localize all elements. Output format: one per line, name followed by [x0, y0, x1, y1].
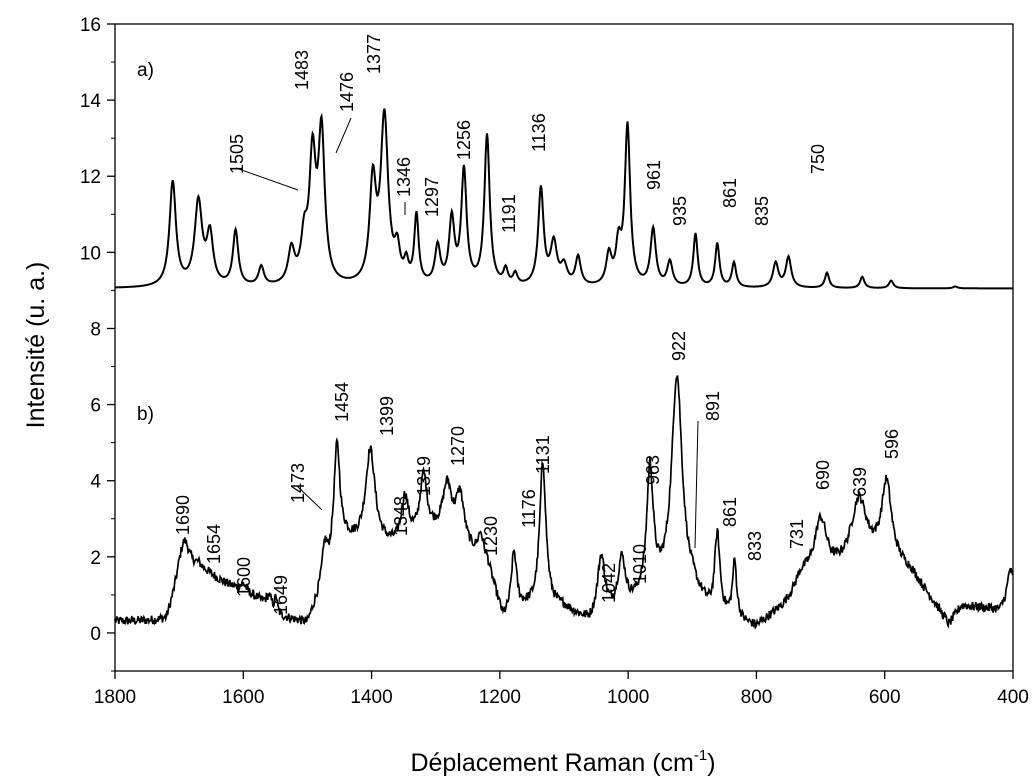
leader-1473 [296, 485, 323, 511]
x-tick-label: 1000 [607, 687, 649, 708]
spectrum-b-line [114, 375, 1014, 630]
peak-label-a: 1256 [454, 120, 474, 160]
x-axis-title: Déplacement Raman (cm-1) [410, 747, 715, 777]
x-tick-label: 1400 [350, 687, 392, 708]
peak-label-b: 1348 [391, 496, 411, 536]
peak-label-a: 935 [670, 196, 690, 226]
plot-area [114, 108, 1014, 630]
peak-label-b: 731 [787, 519, 807, 549]
y-tick-label: 12 [80, 167, 101, 188]
peak-label-a: 1136 [529, 113, 549, 152]
peak-label-b: 1230 [481, 516, 501, 556]
peak-label-b: 1473 [288, 463, 308, 503]
peak-label-a: 961 [644, 160, 664, 190]
x-tick-label: 600 [869, 687, 901, 708]
panel-label-b: b) [137, 404, 154, 425]
y-tick-label: 14 [80, 91, 102, 112]
peak-label-a: 750 [808, 144, 828, 174]
leader-1476 [335, 117, 352, 154]
peak-label-a: 1377 [364, 34, 384, 74]
peak-label-b: 1042 [599, 563, 619, 603]
peak-label-a: 1483 [292, 50, 312, 90]
peak-label-b: 861 [720, 497, 740, 527]
peak-label-b: 596 [882, 429, 902, 459]
panel-label-a: a) [137, 60, 154, 81]
axes: 0 2 4 6 8 10 12 14 16 1800 1600 1400 1200 1000 800 600 4… [80, 15, 1029, 708]
peak-label-a: 1476 [337, 72, 357, 112]
peak-label-b: 690 [813, 460, 833, 490]
y-tick-label: 10 [80, 243, 101, 264]
x-tick-label: 400 [997, 687, 1029, 708]
peak-label-a: 1191 [499, 194, 519, 233]
peak-label-b: 1176 [519, 489, 539, 528]
peak-label-b: 1690 [173, 495, 193, 535]
peak-label-b: 1010 [630, 544, 650, 584]
x-tick-label: 1200 [479, 687, 521, 708]
peak-label-b: 639 [850, 467, 870, 497]
leader-1505 [235, 167, 299, 191]
peak-label-b: 1319 [414, 456, 434, 496]
peak-labels: a) b) 1505 1483 1476 1377 1346 1297 1256 1191 1136… [137, 34, 902, 615]
peak-label-b: 1649 [271, 575, 291, 615]
peak-label-b: 1654 [204, 524, 224, 564]
peak-label-b: 1399 [377, 396, 397, 436]
peak-label-a: 1346 [394, 157, 414, 197]
leader-891 [694, 420, 699, 549]
x-axis-title-main: Déplacement Raman (cm [410, 749, 693, 777]
y-tick-label: 6 [90, 396, 101, 417]
y-tick-label: 2 [90, 548, 101, 569]
x-tick-label: 800 [741, 687, 773, 708]
peak-label-a: 861 [720, 178, 740, 208]
y-tick-label: 4 [90, 472, 101, 493]
plot-frame [114, 23, 1014, 672]
peak-label-b: 833 [745, 531, 765, 561]
x-tick-label: 1800 [94, 687, 136, 708]
peak-label-b: 1600 [234, 557, 254, 597]
peak-label-b: 1454 [332, 382, 352, 422]
spectrum-a-line [115, 108, 1013, 290]
peak-label-a: 1297 [422, 177, 442, 217]
x-tick-label: 1600 [222, 687, 264, 708]
peak-label-b: 922 [669, 331, 689, 361]
y-tick-label: 8 [90, 319, 101, 340]
peak-label-b: 1270 [448, 426, 468, 466]
peak-label-a: 835 [752, 196, 772, 226]
peak-label-a: 1505 [227, 134, 247, 174]
peak-label-b: 891 [703, 391, 723, 421]
peak-label-b: 1131 [533, 435, 553, 474]
y-tick-label: 0 [90, 624, 101, 645]
x-axis-title-superscript: -1 [694, 747, 707, 764]
x-axis-title-close: ) [707, 749, 715, 777]
peak-label-b: 963 [643, 455, 663, 485]
y-tick-label: 16 [80, 15, 101, 36]
y-axis-title: Intensité (u. a.) [22, 262, 50, 429]
